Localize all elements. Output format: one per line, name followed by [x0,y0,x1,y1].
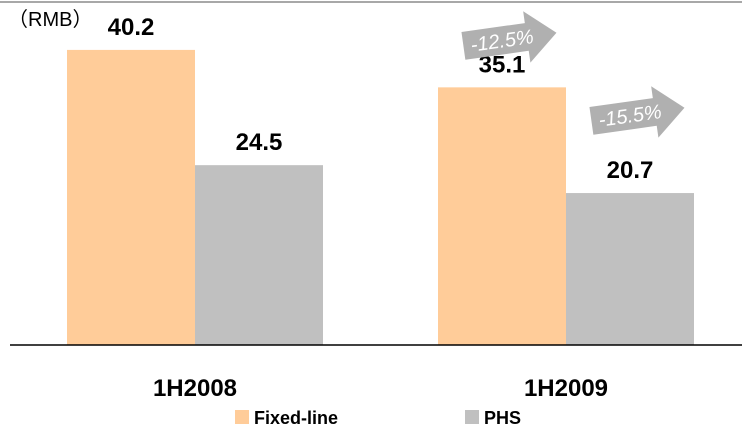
value-label-phs-1h2009: 20.7 [607,157,654,184]
arrow-shape [589,86,685,138]
value-label-fixed-line-1h2008: 40.2 [108,14,155,41]
legend-label-phs: PHS [484,408,521,428]
legend-swatch-fixed-line [235,410,249,424]
legend: Fixed-line PHS [235,408,521,428]
bar-phs-1h2009 [566,193,694,345]
bar-fixed-line-1h2009 [438,87,566,345]
legend-label-fixed-line: Fixed-line [254,408,338,428]
bar-phs-1h2008 [195,165,323,345]
bar-fixed-line-1h2008 [67,49,195,346]
arrow-shape [461,11,557,63]
unit-label: （RMB） [8,8,92,31]
change-arrow-phs: -15.5% [589,86,685,138]
value-label-phs-1h2008: 24.5 [236,129,283,156]
category-label-1h2008: 1H2008 [153,375,237,402]
legend-swatch-phs [465,410,479,424]
category-label-1h2009: 1H2009 [524,375,608,402]
